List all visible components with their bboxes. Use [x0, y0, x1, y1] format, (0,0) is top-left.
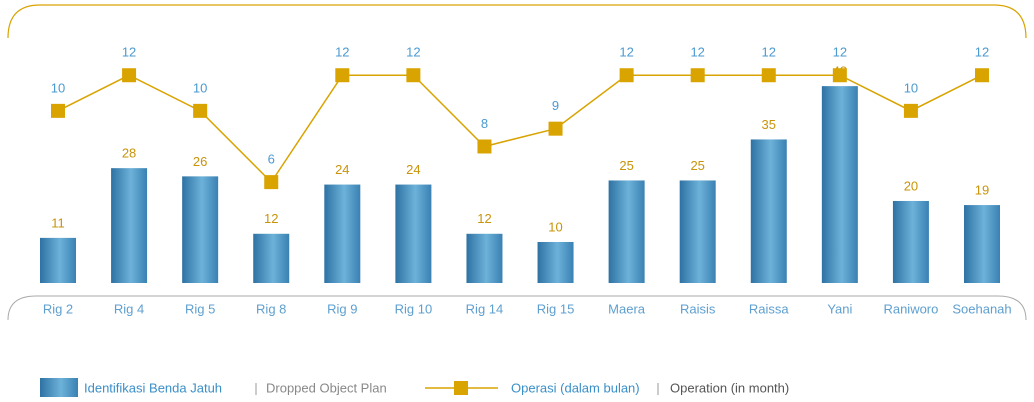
line-marker [335, 68, 350, 83]
line-value-label: 8 [481, 116, 488, 131]
x-tick-label: Maera [608, 301, 646, 316]
x-tick-label: Rig 8 [256, 301, 286, 316]
line-marker [51, 103, 65, 118]
bar [679, 180, 716, 283]
line-value-label: 12 [833, 45, 847, 60]
line-marker [193, 103, 208, 118]
bar-value-label: 25 [619, 158, 633, 173]
line-value-label: 10 [904, 80, 918, 95]
line-value-label: 12 [406, 45, 420, 60]
line-value-label: 12 [122, 45, 136, 60]
line-value-label: 10 [51, 80, 65, 95]
legend-label: Operasi (dalam bulan) [511, 380, 640, 395]
legend-bar-swatch [40, 378, 78, 397]
bar-value-label: 28 [122, 146, 136, 161]
bar [111, 168, 148, 283]
bar-value-label: 24 [406, 162, 420, 177]
bar-value-label: 25 [690, 158, 704, 173]
line-value-label: 9 [552, 98, 559, 113]
plot: Rig 2 Rig 4 Rig 5 Rig 8 Rig 9 Rig 10 Rig 14 Rig… [40, 45, 1012, 316]
bar-value-label: 12 [477, 211, 491, 226]
x-tick-label: Soehanah [952, 301, 1011, 316]
line-marker [548, 121, 563, 136]
line-value-label: 10 [193, 80, 207, 95]
legend: Identifikasi Benda Jatuh Dropped Object … [40, 378, 789, 397]
bar [466, 233, 503, 283]
line-marker [264, 175, 279, 190]
line-marker [406, 68, 421, 83]
x-tick-label: Rig 9 [327, 301, 357, 316]
line-marker [690, 68, 705, 83]
x-tick-label: Rig 15 [537, 301, 575, 316]
line-marker [903, 103, 918, 118]
x-tick-label: Rig 2 [43, 301, 73, 316]
line-value-label: 12 [762, 45, 776, 60]
x-tick-label: Raisis [680, 301, 716, 316]
bar [892, 200, 929, 283]
top-frame [7, 4, 1027, 39]
bar-value-label: 20 [904, 178, 918, 193]
line-value-label: 12 [975, 45, 989, 60]
bar [395, 184, 432, 283]
x-tick-label: Rig 5 [185, 301, 215, 316]
bar-value-label: 35 [762, 117, 776, 132]
legend-label-en: Operation (in month) [670, 380, 789, 395]
bar-value-label: 19 [975, 183, 989, 198]
line-value-label: 12 [690, 45, 704, 60]
x-tick-label: Rig 14 [466, 301, 504, 316]
legend-marker-swatch [454, 381, 468, 395]
bar [324, 184, 361, 283]
line-value-label: 6 [268, 152, 275, 167]
bar-value-label: 12 [264, 211, 278, 226]
bar [182, 176, 219, 283]
bar-value-label: 26 [193, 154, 207, 169]
line-marker [975, 68, 989, 83]
x-tick-label: Rig 10 [395, 301, 433, 316]
bar-value-label: 10 [548, 219, 562, 234]
bar [537, 241, 574, 283]
legend-label-en: Dropped Object Plan [266, 380, 387, 395]
x-tick-label: Yani [827, 301, 852, 316]
bar [253, 233, 290, 283]
line-marker [477, 139, 492, 154]
x-tick-label: Raissa [749, 301, 790, 316]
x-tick-label: Raniworo [883, 301, 938, 316]
line [57, 74, 983, 184]
line-marker [619, 68, 634, 83]
bar-value-label: 24 [335, 162, 349, 177]
bar-value-label: 11 [51, 215, 65, 230]
bar [821, 86, 858, 283]
bar [964, 205, 1000, 283]
bar [40, 237, 76, 283]
bottom-frame [7, 295, 1027, 321]
bar [608, 180, 645, 283]
legend-label: Identifikasi Benda Jatuh [84, 380, 222, 395]
line-value-label: 12 [619, 45, 633, 60]
line-marker [832, 68, 847, 83]
bar [750, 139, 787, 283]
x-tick-label: Rig 4 [114, 301, 144, 316]
line-value-label: 12 [335, 45, 349, 60]
line-marker [122, 68, 137, 83]
line-marker [761, 68, 776, 83]
